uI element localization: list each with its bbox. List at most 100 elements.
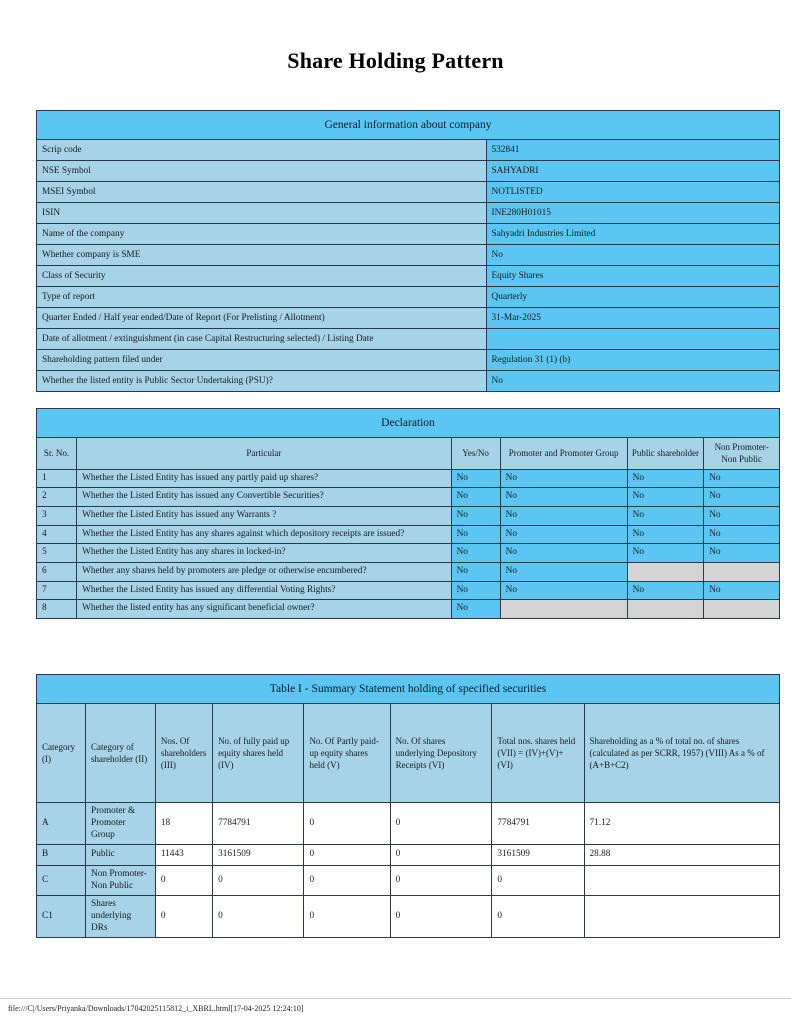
- row-promoter: No: [499, 543, 628, 563]
- row-partly-paid: 0: [303, 802, 391, 846]
- row-label: NSE Symbol: [36, 160, 487, 183]
- row-particular: Whether the listed entity has any signif…: [76, 599, 452, 619]
- row-total-shares: 0: [491, 865, 585, 897]
- table-row: MSEI Symbol NOTLISTED: [36, 181, 780, 204]
- row-fully-paid: 3161509: [212, 844, 305, 867]
- row-label: Whether company is SME: [36, 244, 487, 267]
- row-nonpromoter: No: [703, 524, 780, 545]
- row-yesno: No: [450, 561, 501, 582]
- row-public: No: [626, 580, 705, 601]
- row-label: Whether the listed entity is Public Sect…: [36, 370, 487, 393]
- row-value: Regulation 31 (1) (b): [485, 349, 780, 372]
- row-nos-shareholders: 0: [154, 895, 214, 939]
- table-row: Whether the listed entity is Public Sect…: [36, 370, 780, 393]
- row-nonpromoter: No: [703, 506, 780, 526]
- table-row: C Non Promoter- Non Public 0 0 0 0 0: [35, 865, 781, 897]
- row-label: Name of the company: [36, 223, 487, 246]
- row-value: No: [485, 244, 780, 267]
- row-value: Equity Shares: [485, 265, 780, 288]
- col-header-nos-of-shareholders: Nos. Of shareholders (III): [154, 703, 214, 804]
- row-fully-paid: 0: [212, 865, 305, 897]
- row-partly-paid: 0: [303, 844, 391, 867]
- row-percent: [583, 865, 781, 897]
- row-fully-paid: 0: [212, 895, 305, 939]
- table-row: Quarter Ended / Half year ended/Date of …: [36, 307, 780, 330]
- row-partly-paid: 0: [303, 895, 391, 939]
- row-public-disabled: [626, 599, 705, 619]
- row-srno: 1: [35, 468, 78, 489]
- row-category: A: [35, 802, 87, 846]
- row-label: Scrip code: [36, 139, 487, 162]
- declaration-table: Declaration Sr. No. Particular Yes/No Pr…: [35, 407, 780, 619]
- table-row: ISIN INE280H01015: [36, 202, 780, 225]
- row-particular: Whether the Listed Entity has issued any…: [76, 506, 452, 526]
- table-row: Shareholding pattern filed under Regulat…: [36, 349, 780, 372]
- row-public: No: [626, 524, 705, 545]
- row-value: 532841: [485, 139, 780, 162]
- table-row: Whether company is SME No: [36, 244, 780, 267]
- row-value: [485, 328, 780, 351]
- row-particular: Whether the Listed Entity has issued any…: [76, 487, 452, 508]
- page-footer-path: file:///C|/Users/Priyanka/Downloads/1704…: [8, 1004, 304, 1013]
- summary-banner: Table I - Summary Statement holding of s…: [36, 673, 780, 705]
- row-public-disabled: [626, 561, 705, 582]
- general-information-table: General information about company Scrip …: [36, 109, 780, 393]
- row-srno: 5: [35, 543, 78, 563]
- table-row: 5 Whether the Listed Entity has any shar…: [35, 543, 780, 563]
- table-row: B Public 11443 3161509 0 0 3161509 28.88: [35, 844, 781, 867]
- row-label: Class of Security: [36, 265, 487, 288]
- page-title: Share Holding Pattern: [287, 48, 504, 73]
- row-promoter: No: [499, 580, 628, 601]
- table-row: 4 Whether the Listed Entity has any shar…: [35, 524, 780, 545]
- row-label: Shareholding pattern filed under: [36, 349, 487, 372]
- table-row: 7 Whether the Listed Entity has issued a…: [35, 580, 780, 601]
- row-value: No: [485, 370, 780, 393]
- row-particular: Whether the Listed Entity has issued any…: [76, 580, 452, 601]
- row-promoter: No: [499, 506, 628, 526]
- col-header-promoter-group: Promoter and Promoter Group: [499, 437, 628, 470]
- table-row: 3 Whether the Listed Entity has issued a…: [35, 506, 780, 526]
- row-category: C1: [35, 895, 87, 939]
- row-partly-paid: 0: [303, 865, 391, 897]
- row-value: INE280H01015: [485, 202, 780, 225]
- row-nonpromoter: No: [703, 487, 780, 508]
- col-header-category-of-shareholder: Category of shareholder (II): [85, 703, 156, 804]
- row-percent: 71.12: [583, 802, 781, 846]
- row-percent: 28.88: [583, 844, 781, 867]
- row-label: Date of allotment / extinguishment (in c…: [36, 328, 487, 351]
- col-header-partly-paid-shares: No. Of Partly paid-up equity shares held…: [303, 703, 391, 804]
- row-yesno: No: [450, 487, 501, 508]
- row-promoter: No: [499, 468, 628, 489]
- row-promoter-disabled: [499, 599, 628, 619]
- row-nos-shareholders: 11443: [154, 844, 214, 867]
- row-value: Quarterly: [485, 286, 780, 309]
- summary-statement-table: Table I - Summary Statement holding of s…: [35, 673, 781, 939]
- row-yesno: No: [450, 468, 501, 489]
- declaration-banner: Declaration: [36, 407, 780, 439]
- row-shareholder: Public: [85, 844, 156, 867]
- row-percent: [583, 895, 781, 939]
- row-label: ISIN: [36, 202, 487, 225]
- row-depository: 0: [389, 844, 493, 867]
- row-srno: 6: [35, 561, 78, 582]
- row-shareholder: Shares underlying DRs: [85, 895, 156, 939]
- row-nonpromoter: No: [703, 543, 780, 563]
- row-nonpromoter: No: [703, 580, 780, 601]
- row-srno: 2: [35, 487, 78, 508]
- row-category: B: [35, 844, 87, 867]
- row-srno: 4: [35, 524, 78, 545]
- row-nonpromoter-disabled: [703, 599, 780, 619]
- row-srno: 8: [35, 599, 78, 619]
- row-srno: 3: [35, 506, 78, 526]
- col-header-depository-receipts: No. Of shares underlying Depository Rece…: [389, 703, 493, 804]
- row-particular: Whether any shares held by promoters are…: [76, 561, 452, 582]
- row-depository: 0: [389, 895, 493, 939]
- general-information-banner: General information about company: [36, 109, 780, 141]
- col-header-category: Category (I): [35, 703, 87, 804]
- row-depository: 0: [389, 802, 493, 846]
- row-shareholder: Promoter & Promoter Group: [85, 802, 156, 846]
- declaration-header-row: Sr. No. Particular Yes/No Promoter and P…: [35, 437, 780, 470]
- row-promoter: No: [499, 561, 628, 582]
- row-value: NOTLISTED: [485, 181, 780, 204]
